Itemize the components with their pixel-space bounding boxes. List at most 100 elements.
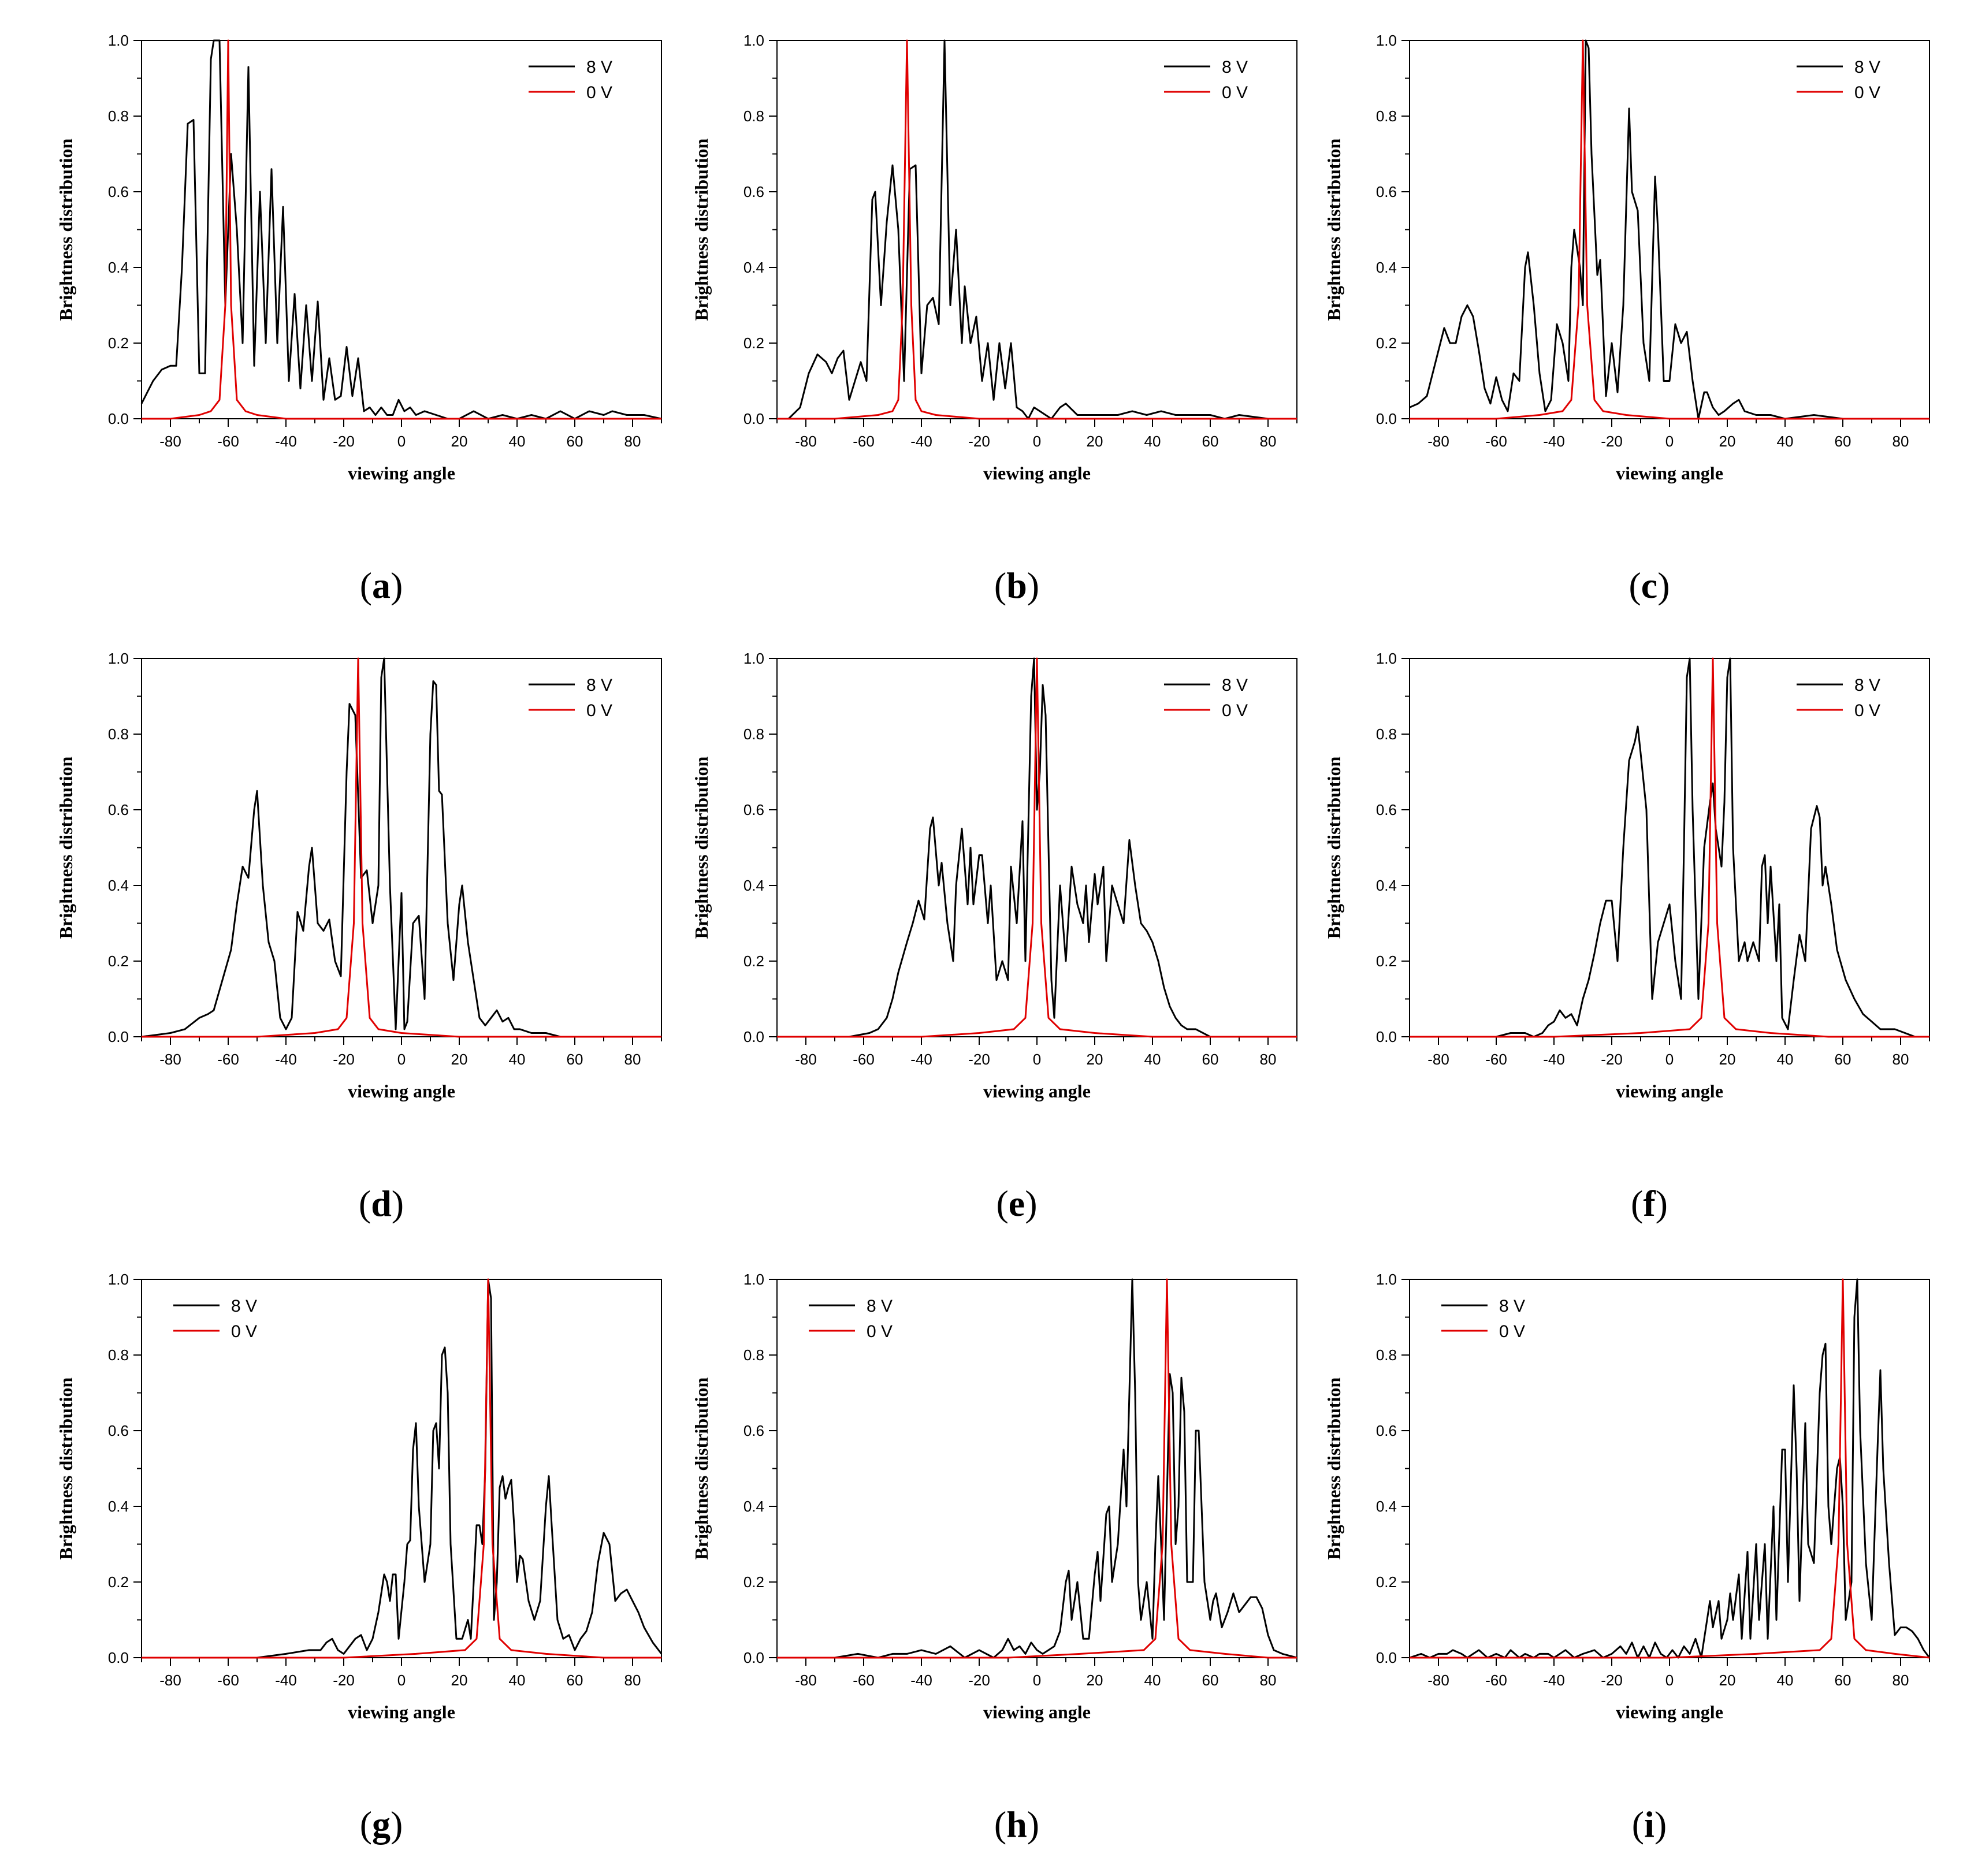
y-tick-label: 0.8 bbox=[1376, 107, 1397, 125]
x-tick-label: -80 bbox=[1427, 1672, 1449, 1689]
legend-label: 8 V bbox=[1222, 58, 1248, 77]
chart-panel-h: -80 -60 -40 -20 0 20 40 60 80 0.0 0.2 0.4 0.6 0.8 1.0 v… bbox=[691, 1271, 1297, 1845]
x-tick-label: -60 bbox=[217, 1051, 239, 1068]
series-line-8v bbox=[1410, 657, 1929, 1038]
plot-frame bbox=[1409, 40, 1930, 419]
x-tick-label: -60 bbox=[853, 1672, 875, 1689]
x-tick-label: 0 bbox=[1665, 433, 1674, 450]
chart-panel-c: -80 -60 -40 -20 0 20 40 60 80 0.0 0.2 0.4 0.6 0.8 1.0 v… bbox=[1323, 32, 1930, 606]
x-axis-title: viewing angle bbox=[983, 463, 1091, 483]
y-tick-label: 0.4 bbox=[108, 259, 129, 276]
x-tick-label: -40 bbox=[1543, 1051, 1565, 1068]
series-line-8v bbox=[777, 39, 1297, 420]
y-tick-label: 0.8 bbox=[108, 725, 129, 743]
legend-label: 8 V bbox=[1222, 676, 1248, 695]
legend-label: 8 V bbox=[1854, 676, 1880, 695]
legend-label: 0 V bbox=[586, 701, 612, 720]
y-tick-label: 0.6 bbox=[743, 1422, 764, 1439]
y-tick-label: 0.4 bbox=[743, 877, 764, 894]
legend-label: 8 V bbox=[586, 58, 612, 77]
x-tick-label: -40 bbox=[275, 1051, 297, 1068]
x-tick-label: 20 bbox=[451, 1672, 468, 1689]
panel-label: (d) bbox=[359, 1183, 404, 1224]
legend-label: 0 V bbox=[231, 1322, 257, 1341]
y-tick-label: 0.6 bbox=[1376, 1422, 1397, 1439]
x-tick-label: 60 bbox=[1202, 1051, 1219, 1068]
plot-frame bbox=[776, 1279, 1297, 1658]
x-tick-label: 0 bbox=[1033, 1051, 1041, 1068]
y-tick-label: 0.8 bbox=[108, 107, 129, 125]
series-line-0v bbox=[1410, 1278, 1930, 1659]
y-tick-label: 1.0 bbox=[1376, 32, 1397, 49]
y-tick-label: 1.0 bbox=[743, 32, 764, 49]
x-axis-title: viewing angle bbox=[348, 1702, 455, 1722]
x-tick-label: -80 bbox=[1427, 433, 1449, 450]
chart-panel-g: -80 -60 -40 -20 0 20 40 60 80 0.0 0.2 0.4 0.6 0.8 1.0 v… bbox=[55, 1271, 663, 1845]
chart-panel-a: -80 -60 -40 -20 0 20 40 60 80 0.0 0.2 0.4 0.6 0.8 1.0 v… bbox=[55, 32, 662, 606]
x-tick-label: -20 bbox=[333, 1672, 355, 1689]
chart-panel-f: -80 -60 -40 -20 0 20 40 60 80 0.0 0.2 0.4 0.6 0.8 1.0 v… bbox=[1323, 650, 1930, 1224]
y-tick-label: 0.6 bbox=[1376, 183, 1397, 200]
x-axis-title: viewing angle bbox=[348, 1081, 455, 1101]
y-axis-title: Brightness distribution bbox=[1323, 1377, 1344, 1559]
series-line-0v bbox=[777, 1278, 1297, 1659]
y-tick-label: 0.4 bbox=[1376, 1498, 1397, 1515]
x-tick-label: 80 bbox=[1893, 433, 1909, 450]
y-tick-label: 1.0 bbox=[108, 650, 129, 667]
y-tick-label: 0.6 bbox=[108, 1422, 129, 1439]
x-tick-label: 40 bbox=[1777, 1051, 1794, 1068]
y-tick-label: 0.4 bbox=[1376, 259, 1397, 276]
y-tick-label: 1.0 bbox=[108, 32, 129, 49]
y-tick-label: 0.2 bbox=[1376, 334, 1397, 352]
series-line-8v bbox=[142, 1278, 663, 1659]
x-tick-label: -40 bbox=[275, 433, 297, 450]
x-tick-label: -80 bbox=[795, 1051, 817, 1068]
legend-label: 0 V bbox=[867, 1322, 893, 1341]
y-tick-label: 0.4 bbox=[108, 877, 129, 894]
y-tick-label: 0.8 bbox=[743, 725, 764, 743]
x-tick-label: -80 bbox=[795, 1672, 817, 1689]
y-tick-label: 0.6 bbox=[108, 183, 129, 200]
plot-frame bbox=[1409, 658, 1930, 1037]
x-tick-label: -40 bbox=[910, 1672, 932, 1689]
x-tick-label: 0 bbox=[1033, 1672, 1041, 1689]
x-tick-label: 80 bbox=[624, 1051, 641, 1068]
y-axis-title: Brightness distribution bbox=[55, 756, 76, 939]
x-tick-label: -80 bbox=[1427, 1051, 1449, 1068]
x-tick-label: 40 bbox=[1144, 433, 1161, 450]
x-tick-label: 0 bbox=[1033, 433, 1041, 450]
y-tick-label: 0.6 bbox=[1376, 801, 1397, 818]
x-tick-label: 80 bbox=[1260, 433, 1277, 450]
y-tick-label: 0.0 bbox=[743, 1649, 764, 1666]
x-tick-label: -40 bbox=[1543, 1672, 1565, 1689]
x-tick-label: -60 bbox=[1485, 1672, 1507, 1689]
y-tick-label: 0.2 bbox=[1376, 952, 1397, 970]
y-tick-label: 0.8 bbox=[743, 107, 764, 125]
series-line-0v bbox=[1410, 39, 1929, 420]
x-tick-label: 60 bbox=[567, 1051, 583, 1068]
y-tick-label: 1.0 bbox=[108, 1271, 129, 1288]
x-tick-label: 80 bbox=[1260, 1672, 1277, 1689]
series-line-0v bbox=[777, 657, 1297, 1038]
y-tick-label: 0.2 bbox=[743, 334, 764, 352]
x-tick-label: 80 bbox=[624, 1672, 641, 1689]
legend-label: 8 V bbox=[1854, 58, 1880, 77]
panel-label: (b) bbox=[994, 565, 1039, 606]
y-tick-label: 0.2 bbox=[108, 952, 129, 970]
y-tick-label: 0.6 bbox=[743, 801, 764, 818]
y-tick-label: 0.6 bbox=[743, 183, 764, 200]
x-tick-label: 40 bbox=[509, 1051, 526, 1068]
x-tick-label: -60 bbox=[217, 433, 239, 450]
x-tick-label: 40 bbox=[1144, 1051, 1161, 1068]
y-tick-label: 0.0 bbox=[743, 1028, 764, 1045]
x-tick-label: 0 bbox=[397, 1051, 406, 1068]
x-axis-title: viewing angle bbox=[1616, 463, 1723, 483]
y-tick-label: 0.8 bbox=[1376, 1346, 1397, 1364]
series-line-0v bbox=[142, 39, 661, 420]
y-tick-label: 0.0 bbox=[1376, 410, 1397, 427]
x-tick-label: -20 bbox=[968, 1051, 990, 1068]
x-tick-label: -20 bbox=[968, 433, 990, 450]
series-line-8v bbox=[1409, 39, 1929, 420]
series-line-0v bbox=[1410, 657, 1929, 1038]
legend-label: 8 V bbox=[586, 676, 612, 695]
